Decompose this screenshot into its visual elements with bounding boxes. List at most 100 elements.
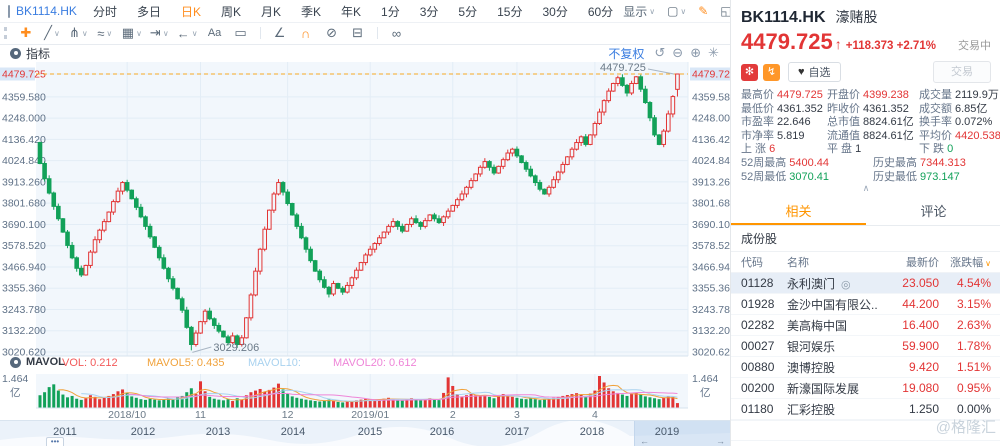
timeline-year-2013[interactable]: 2013: [205, 426, 231, 438]
volume-bar: [93, 396, 97, 408]
fullscreen-icon[interactable]: ◱: [720, 4, 731, 18]
x-tick: 12: [282, 409, 294, 421]
crosshair-move-icon[interactable]: ✚: [13, 25, 39, 41]
add-watchlist-button[interactable]: ♥ 自选: [788, 62, 841, 82]
trend-line-icon[interactable]: ╱ ∨: [39, 25, 65, 41]
delete-drawing-icon[interactable]: ⊟: [345, 25, 371, 41]
cell-change-percent: 0.95%: [956, 381, 991, 396]
angle-icon[interactable]: ∠: [267, 25, 293, 41]
stat-value: 4399.238: [863, 89, 909, 101]
period-tab-30分[interactable]: 30分: [542, 4, 568, 19]
timeline-selection[interactable]: [634, 421, 730, 446]
volume-bar: [400, 400, 404, 408]
period-tab-15分[interactable]: 15分: [497, 4, 523, 19]
timeline-year-2019[interactable]: 2019: [654, 426, 680, 438]
settings-icon[interactable]: ✳: [708, 45, 719, 60]
candle-body: [615, 77, 621, 84]
volume-bar: [281, 389, 285, 408]
period-tab-1分[interactable]: 1分: [381, 4, 400, 19]
tab-相关[interactable]: 相关: [731, 197, 866, 226]
table-row-01128[interactable]: 01128 永利澳门 ◎ 23.050 4.54%: [731, 273, 1000, 295]
hide-drawings-icon[interactable]: ⊘: [319, 25, 345, 41]
viewing-icon: ◎: [841, 278, 851, 291]
column-header-涨跌幅[interactable]: 涨跌幅 ∨: [950, 257, 991, 270]
adjust-mode-link[interactable]: 不复权: [608, 46, 645, 61]
table-row-02282[interactable]: 02282 美高梅中国 16.400 2.63%: [731, 315, 1000, 337]
fib-grid-icon[interactable]: ▦ ∨: [118, 25, 146, 41]
candle-body: [606, 90, 611, 102]
period-tab-60分[interactable]: 60分: [587, 4, 614, 19]
chart-style-dropdown-icon[interactable]: ▢ ∨: [667, 4, 686, 18]
table-row-00027[interactable]: 00027 银河娱乐 59.900 1.78%: [731, 336, 1000, 358]
candle-body: [629, 82, 634, 94]
volume-bar: [630, 394, 634, 408]
volume-bar: [359, 399, 363, 408]
magnet-icon[interactable]: ∩: [293, 26, 319, 41]
period-tab-月K[interactable]: 月K: [261, 4, 282, 19]
period-tab-分时[interactable]: 分时: [92, 4, 117, 19]
history-timeline[interactable]: 2011 2012 2013 2014 2015 2016 2017 2018 2019 •••…: [0, 420, 730, 446]
timeline-year-2014[interactable]: 2014: [280, 426, 306, 438]
zoom-in-icon[interactable]: ⊕: [690, 45, 702, 60]
chevron-down-icon: ∨: [81, 28, 88, 38]
timeline-year-2011[interactable]: 2011: [53, 426, 77, 438]
candle-body: [335, 283, 341, 289]
trade-button[interactable]: 交易: [933, 61, 991, 83]
volume-bar: [304, 399, 308, 408]
timeline-year-2016[interactable]: 2016: [429, 426, 455, 438]
timeline-more-button[interactable]: •••: [46, 437, 64, 446]
pitchfork-icon[interactable]: ⋔ ∨: [65, 25, 92, 41]
candlestick-chart[interactable]: 4479.725 4479.725 4359.580 4359.580 4248.000…: [0, 44, 730, 424]
undo-icon[interactable]: ↺: [654, 45, 666, 60]
window-icon[interactable]: [8, 4, 10, 18]
period-tab-周K[interactable]: 周K: [220, 4, 241, 19]
zoom-out-icon[interactable]: ⊖: [672, 45, 684, 60]
period-tab-多日[interactable]: 多日: [136, 4, 161, 19]
y-tick-left: 4248.000: [2, 113, 46, 125]
stat-总市值: 总市值 8824.61亿: [827, 116, 919, 130]
volume-bar: [565, 395, 569, 408]
display-dropdown[interactable]: 显示 ∨: [623, 3, 655, 20]
volume-bar: [373, 400, 377, 408]
mavol-eye-icon[interactable]: [10, 356, 21, 368]
table-row-01928[interactable]: 01928 金沙中国有限公... 44.200 3.15%: [731, 294, 1000, 316]
candle-body: [542, 188, 547, 195]
text-tool-icon[interactable]: Aa: [202, 27, 228, 39]
drag-grip-icon[interactable]: [4, 27, 7, 39]
period-tab-日K[interactable]: 日K: [180, 4, 201, 19]
candle-body: [193, 332, 199, 345]
selection-right-arrow-icon[interactable]: →: [716, 436, 725, 446]
edit-icon[interactable]: ✎: [698, 4, 708, 18]
table-row-01180[interactable]: 01180 汇彩控股 1.250 0.00%: [731, 399, 1000, 421]
period-tab-年K[interactable]: 年K: [341, 4, 362, 19]
stat-label: 成交量: [919, 89, 952, 101]
stat-成交量: 成交量 2119.9万: [919, 89, 1000, 103]
date-range-icon[interactable]: ⇥ ∨: [146, 25, 173, 41]
volume-bar: [529, 398, 533, 408]
tab-评论[interactable]: 评论: [920, 204, 947, 220]
collapse-stats-chevron-icon[interactable]: ∧: [862, 183, 870, 194]
period-tab-5分[interactable]: 5分: [458, 4, 478, 19]
stat-成交额: 成交额 6.85亿: [919, 103, 1000, 117]
period-tab-季K[interactable]: 季K: [301, 4, 322, 19]
pitchfork-icon: ⋔: [69, 25, 80, 40]
candle-body: [101, 221, 107, 231]
table-row-00200[interactable]: 00200 新濠国际发展 19.080 0.95%: [731, 378, 1000, 400]
timeline-year-2017[interactable]: 2017: [504, 426, 530, 438]
timeline-year-2018[interactable]: 2018: [579, 426, 605, 438]
timeline-year-2012[interactable]: 2012: [130, 426, 156, 438]
comment-icon[interactable]: ▭: [228, 25, 254, 41]
indicator-eye-icon[interactable]: [10, 47, 21, 59]
volume-bar: [377, 399, 381, 408]
period-tab-3分[interactable]: 3分: [419, 4, 439, 19]
candle-body: [234, 335, 240, 345]
selection-left-arrow-icon[interactable]: ←: [640, 436, 649, 446]
stat-value: 973.147: [920, 170, 960, 183]
timeline-year-2015[interactable]: 2015: [357, 426, 383, 438]
wave-icon[interactable]: ≈ ∨: [92, 26, 118, 41]
symbol-link[interactable]: BK1114.HK: [16, 4, 77, 18]
table-row-00880[interactable]: 00880 澳博控股 9.420 1.51%: [731, 357, 1000, 379]
stat-换手率: 换手率 0.072%: [919, 116, 1000, 130]
link-charts-icon[interactable]: ∞: [384, 26, 410, 41]
arrow-mark-icon[interactable]: ← ∨: [173, 26, 202, 41]
